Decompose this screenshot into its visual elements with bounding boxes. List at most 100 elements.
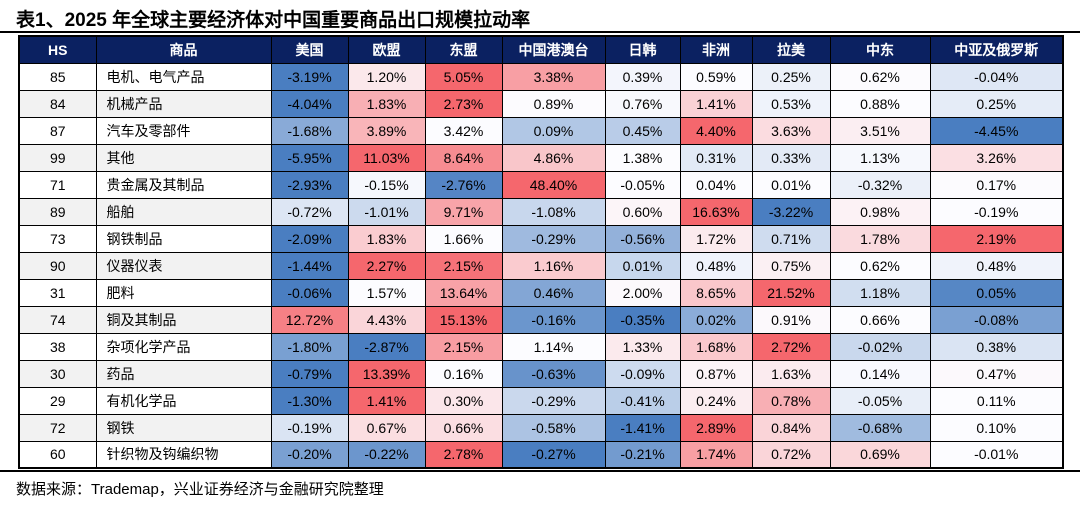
value-cell: 0.48% bbox=[929, 251, 1064, 280]
value-cell: -0.27% bbox=[501, 440, 606, 469]
hs-code-cell: 73 bbox=[18, 224, 97, 253]
value-cell: -0.32% bbox=[829, 170, 931, 199]
value-cell: -0.05% bbox=[604, 170, 681, 199]
title-divider bbox=[0, 31, 1080, 33]
value-cell: -0.19% bbox=[929, 197, 1064, 226]
value-cell: -3.22% bbox=[751, 197, 831, 226]
value-cell: -0.41% bbox=[604, 386, 681, 415]
value-cell: 0.45% bbox=[604, 116, 681, 145]
value-cell: 2.89% bbox=[679, 413, 753, 442]
value-cell: 1.63% bbox=[751, 359, 831, 388]
value-cell: 1.41% bbox=[347, 386, 426, 415]
value-cell: 0.98% bbox=[829, 197, 931, 226]
value-cell: 1.33% bbox=[604, 332, 681, 361]
value-cell: 0.66% bbox=[424, 413, 503, 442]
hs-code-cell: 85 bbox=[18, 62, 97, 91]
table-header: HS 商品 美国 欧盟 东盟 中国港澳台 日韩 非洲 拉美 中东 中亚及俄罗斯 bbox=[18, 35, 1064, 64]
product-name-cell: 钢铁 bbox=[95, 413, 272, 442]
value-cell: 1.20% bbox=[347, 62, 426, 91]
value-cell: 15.13% bbox=[424, 305, 503, 334]
value-cell: -0.01% bbox=[929, 440, 1064, 469]
value-cell: 9.71% bbox=[424, 197, 503, 226]
value-cell: 1.68% bbox=[679, 332, 753, 361]
column-header: 日韩 bbox=[604, 35, 681, 64]
table-row: 30 药品 -0.79% 13.39% 0.16% -0.63% -0.09% 0.87% 1.… bbox=[18, 359, 1064, 388]
value-cell: 0.53% bbox=[751, 89, 831, 118]
value-cell: -0.05% bbox=[829, 386, 931, 415]
value-cell: 1.16% bbox=[501, 251, 606, 280]
hs-code-cell: 87 bbox=[18, 116, 97, 145]
table-row: 74 铜及其制品 12.72% 4.43% 15.13% -0.16% -0.35% 0.02… bbox=[18, 305, 1064, 334]
table-row: 60 针织物及钩编织物 -0.20% -0.22% 2.78% -0.27% -0.21% 1… bbox=[18, 440, 1064, 469]
value-cell: 0.88% bbox=[829, 89, 931, 118]
value-cell: -0.29% bbox=[501, 386, 606, 415]
value-cell: -2.87% bbox=[347, 332, 426, 361]
value-cell: 2.15% bbox=[424, 332, 503, 361]
value-cell: 0.69% bbox=[829, 440, 931, 469]
value-cell: 0.33% bbox=[751, 143, 831, 172]
value-cell: 0.25% bbox=[929, 89, 1064, 118]
value-cell: -4.04% bbox=[270, 89, 349, 118]
column-header: 欧盟 bbox=[347, 35, 426, 64]
hs-code-cell: 99 bbox=[18, 143, 97, 172]
value-cell: 0.66% bbox=[829, 305, 931, 334]
value-cell: -4.45% bbox=[929, 116, 1064, 145]
value-cell: 0.17% bbox=[929, 170, 1064, 199]
value-cell: -0.06% bbox=[270, 278, 349, 307]
value-cell: 1.14% bbox=[501, 332, 606, 361]
value-cell: 0.39% bbox=[604, 62, 681, 91]
value-cell: 0.67% bbox=[347, 413, 426, 442]
value-cell: 1.74% bbox=[679, 440, 753, 469]
value-cell: 0.84% bbox=[751, 413, 831, 442]
product-name-cell: 汽车及零部件 bbox=[95, 116, 272, 145]
value-cell: 2.00% bbox=[604, 278, 681, 307]
table-row: 84 机械产品 -4.04% 1.83% 2.73% 0.89% 0.76% 1.41% 0.5… bbox=[18, 89, 1064, 118]
product-name-cell: 药品 bbox=[95, 359, 272, 388]
product-name-cell: 贵金属及其制品 bbox=[95, 170, 272, 199]
value-cell: -0.72% bbox=[270, 197, 349, 226]
value-cell: -2.93% bbox=[270, 170, 349, 199]
value-cell: 3.42% bbox=[424, 116, 503, 145]
value-cell: 13.39% bbox=[347, 359, 426, 388]
value-cell: -0.56% bbox=[604, 224, 681, 253]
hs-code-cell: 72 bbox=[18, 413, 97, 442]
table-row: 71 贵金属及其制品 -2.93% -0.15% -2.76% 48.40% -0.05% 0… bbox=[18, 170, 1064, 199]
table-row: 29 有机化学品 -1.30% 1.41% 0.30% -0.29% -0.41% 0.24%… bbox=[18, 386, 1064, 415]
value-cell: 1.83% bbox=[347, 224, 426, 253]
value-cell: -0.08% bbox=[929, 305, 1064, 334]
value-cell: 4.43% bbox=[347, 305, 426, 334]
value-cell: -0.22% bbox=[347, 440, 426, 469]
value-cell: 0.30% bbox=[424, 386, 503, 415]
value-cell: -5.95% bbox=[270, 143, 349, 172]
value-cell: 0.89% bbox=[501, 89, 606, 118]
value-cell: 5.05% bbox=[424, 62, 503, 91]
value-cell: 4.86% bbox=[501, 143, 606, 172]
hs-code-cell: 29 bbox=[18, 386, 97, 415]
value-cell: 0.62% bbox=[829, 251, 931, 280]
value-cell: 1.38% bbox=[604, 143, 681, 172]
value-cell: -1.80% bbox=[270, 332, 349, 361]
value-cell: 3.89% bbox=[347, 116, 426, 145]
value-cell: 0.47% bbox=[929, 359, 1064, 388]
value-cell: -0.35% bbox=[604, 305, 681, 334]
value-cell: 48.40% bbox=[501, 170, 606, 199]
value-cell: 0.46% bbox=[501, 278, 606, 307]
column-header: 东盟 bbox=[424, 35, 503, 64]
value-cell: -0.20% bbox=[270, 440, 349, 469]
value-cell: -0.16% bbox=[501, 305, 606, 334]
table-row: 72 钢铁 -0.19% 0.67% 0.66% -0.58% -1.41% 2.89% 0.8… bbox=[18, 413, 1064, 442]
value-cell: 0.05% bbox=[929, 278, 1064, 307]
value-cell: 0.72% bbox=[751, 440, 831, 469]
value-cell: 2.72% bbox=[751, 332, 831, 361]
value-cell: 0.76% bbox=[604, 89, 681, 118]
value-cell: 11.03% bbox=[347, 143, 426, 172]
value-cell: 0.87% bbox=[679, 359, 753, 388]
value-cell: 0.62% bbox=[829, 62, 931, 91]
value-cell: 3.26% bbox=[929, 143, 1064, 172]
value-cell: 13.64% bbox=[424, 278, 503, 307]
value-cell: -0.63% bbox=[501, 359, 606, 388]
table-row: 99 其他 -5.95% 11.03% 8.64% 4.86% 1.38% 0.31% 0.33… bbox=[18, 143, 1064, 172]
value-cell: -1.08% bbox=[501, 197, 606, 226]
product-name-cell: 有机化学品 bbox=[95, 386, 272, 415]
